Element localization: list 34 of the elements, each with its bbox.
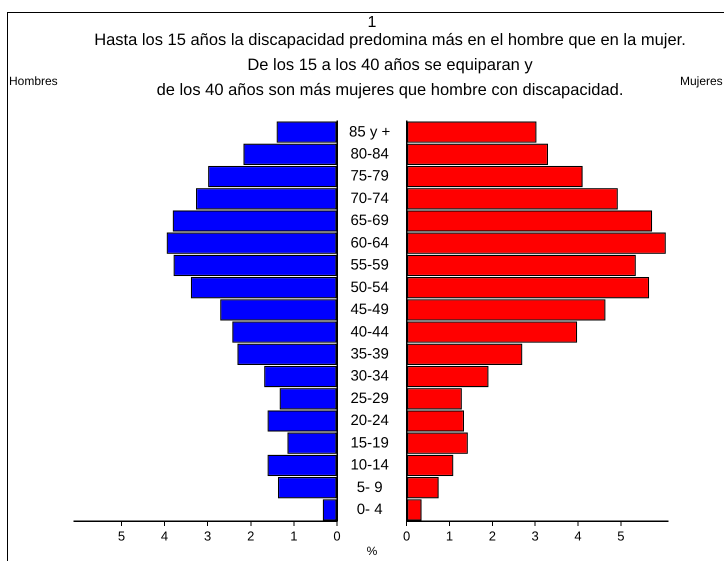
x-tick-label: 4 [160, 528, 168, 544]
y-tick-label: 55-59 [350, 256, 389, 274]
y-tick-label: 85 y + [349, 123, 391, 140]
x-tick-label: 0 [333, 528, 341, 544]
y-tick-label: 80-84 [350, 145, 389, 162]
x-tick-label: 2 [488, 528, 496, 544]
x-tick-label: 5 [118, 528, 126, 544]
y-tick-label: 40-44 [350, 323, 389, 340]
x-tick-label: 4 [574, 528, 582, 544]
text: 1 [366, 14, 378, 32]
x-tick-label: 2 [247, 528, 254, 544]
text: Mujeres [680, 74, 723, 88]
y-tick-label: 20-24 [350, 412, 389, 430]
y-tick-label: 75-79 [350, 168, 389, 185]
y-tick-label: 45-49 [350, 301, 389, 318]
x-tick-label: 1 [290, 528, 298, 544]
y-tick-label: 35-39 [350, 345, 389, 362]
y-tick-label: 30-34 [350, 368, 389, 385]
x-tick-label: 0 [403, 528, 410, 544]
y-tick-label: 70-74 [350, 190, 389, 207]
x-tick-label: 3 [532, 528, 539, 544]
y-tick-label: 65-69 [350, 212, 389, 230]
x-axis-title: % [366, 544, 378, 558]
x-tick-label: 5 [617, 528, 624, 544]
y-tick-label: 15-19 [350, 434, 389, 452]
text: Hombres [9, 74, 58, 88]
x-tick-label: 3 [204, 528, 212, 544]
y-tick-label: 60-64 [350, 234, 389, 252]
x-tick-label: 1 [446, 528, 454, 544]
y-tick-label: 10-14 [350, 456, 389, 474]
y-tick-label: 0- 4 [356, 501, 383, 518]
y-tick-label: 5- 9 [356, 478, 383, 496]
y-tick-label: 25-29 [350, 390, 389, 407]
y-tick-label: 50-54 [350, 278, 389, 296]
